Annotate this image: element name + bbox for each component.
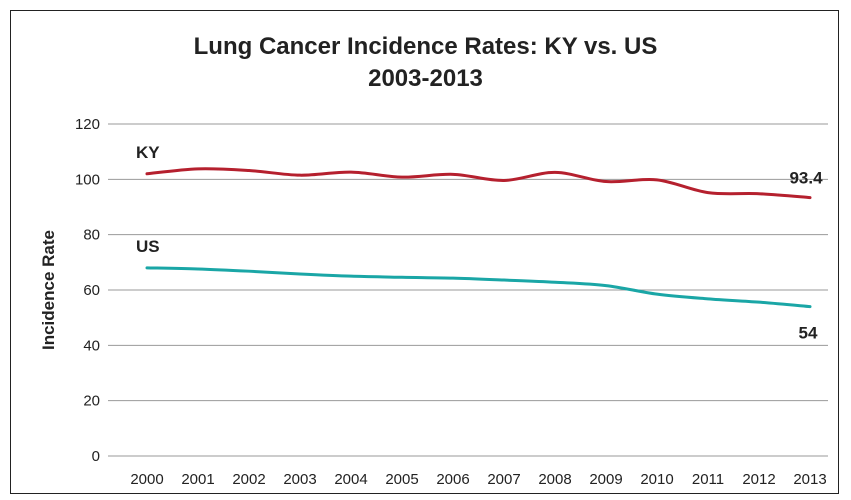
x-tick-label-2002: 2002 — [232, 471, 265, 488]
y-tick-label-0: 0 — [92, 448, 100, 465]
y-tick-label-100: 100 — [75, 171, 100, 188]
end-value-label-us: 54 — [799, 324, 818, 343]
x-tick-label-2012: 2012 — [742, 471, 775, 488]
series-line-us — [145, 266, 812, 309]
chart-title: Lung Cancer Incidence Rates: KY vs. US — [193, 33, 658, 60]
x-tick-label-2003: 2003 — [283, 471, 316, 488]
y-tick-label-40: 40 — [83, 337, 100, 354]
x-tick-label-2005: 2005 — [385, 471, 418, 488]
x-tick-label-2001: 2001 — [181, 471, 214, 488]
chart-frame — [10, 10, 839, 494]
x-tick-label-2000: 2000 — [130, 471, 163, 488]
y-tick-label-80: 80 — [83, 227, 100, 244]
x-tick-label-2010: 2010 — [640, 471, 673, 488]
series-name-ky: KY — [136, 143, 160, 162]
x-tick-label-2007: 2007 — [487, 471, 520, 488]
series-line-ky — [145, 167, 812, 200]
x-tick-label-2011: 2011 — [692, 471, 724, 488]
y-tick-label-60: 60 — [83, 282, 100, 299]
series-name-us: US — [136, 237, 160, 256]
x-tick-label-2004: 2004 — [334, 471, 367, 488]
y-tick-label-20: 20 — [83, 393, 100, 410]
x-tick-label-2008: 2008 — [538, 471, 571, 488]
y-axis-label: Incidence Rate — [39, 230, 58, 350]
chart-subtitle: 2003-2013 — [368, 65, 483, 92]
x-tick-label-2009: 2009 — [589, 471, 622, 488]
x-tick-label-2006: 2006 — [436, 471, 469, 488]
y-tick-label-120: 120 — [75, 116, 100, 133]
x-tick-label-2013: 2013 — [793, 471, 826, 488]
end-value-label-ky: 93.4 — [789, 169, 823, 188]
